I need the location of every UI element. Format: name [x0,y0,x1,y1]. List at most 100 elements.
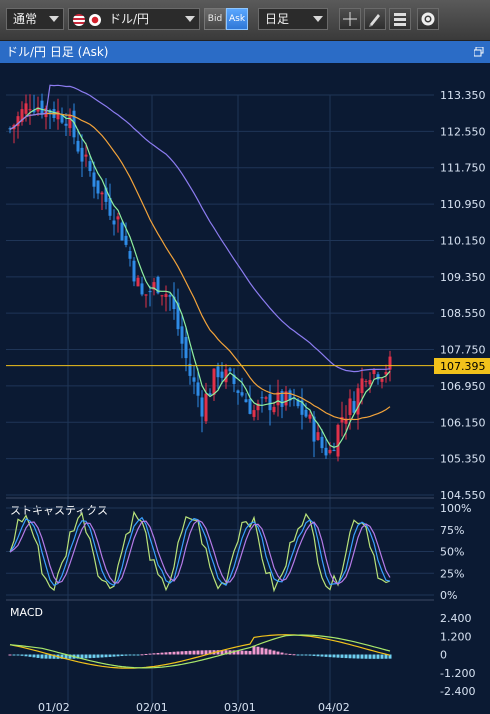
candle-body[interactable] [120,222,124,241]
candle-body[interactable] [324,447,328,456]
candle-body[interactable] [332,450,336,452]
candle-body[interactable] [360,378,364,394]
candle-body[interactable] [48,110,52,115]
candle-body[interactable] [36,107,40,112]
candle-body[interactable] [176,302,180,330]
bid-button[interactable]: Bid [204,8,226,30]
candle-body[interactable] [284,391,288,406]
candle-body[interactable] [316,432,320,441]
candle-body[interactable] [216,366,220,378]
candle-body[interactable] [276,392,280,406]
candle-body[interactable] [156,276,160,294]
candle-body[interactable] [136,277,140,287]
candle-body[interactable] [132,260,136,282]
candle-body[interactable] [268,394,272,411]
candle-body[interactable] [72,110,76,138]
candle-body[interactable] [204,393,208,422]
candle-body[interactable] [264,397,268,399]
candle-body[interactable] [340,416,344,423]
candle-body[interactable] [352,401,356,413]
candle-body[interactable] [88,161,92,172]
window-restore-icon[interactable] [474,47,484,57]
candle-body[interactable] [64,123,68,126]
candle-body[interactable] [112,220,116,225]
candle-body[interactable] [252,410,256,417]
candle-body[interactable] [32,109,36,113]
candle-body[interactable] [160,295,164,297]
candle-body[interactable] [296,399,300,407]
candle-body[interactable] [224,369,228,383]
candle-body[interactable] [220,371,224,378]
candle-body[interactable] [344,418,348,424]
candle-body[interactable] [40,100,44,115]
candle-body[interactable] [240,392,244,396]
candle-body[interactable] [76,140,80,152]
candle-body[interactable] [180,326,184,344]
candle-body[interactable] [20,109,24,122]
candle-body[interactable] [116,216,120,220]
candle-body[interactable] [328,449,332,454]
candle-body[interactable] [28,109,32,111]
candle-body[interactable] [288,390,292,401]
candle-body[interactable] [60,114,64,123]
chart-mode-select[interactable]: 通常 [6,8,64,30]
candle-body[interactable] [148,291,152,293]
candle-body[interactable] [96,180,100,194]
candle-body[interactable] [336,424,340,457]
candle-body[interactable] [92,172,96,187]
crosshair-button[interactable] [339,8,361,30]
candle-body[interactable] [388,356,392,370]
candle-body[interactable] [300,400,304,415]
candle-body[interactable] [248,399,252,414]
candle-body[interactable] [376,374,380,380]
candle-body[interactable] [244,399,248,403]
candle-body[interactable] [168,295,172,297]
settings-button[interactable] [417,8,439,30]
draw-tool-button[interactable] [364,8,386,30]
candle-body[interactable] [312,416,316,442]
candle-body[interactable] [196,382,200,396]
candle-body[interactable] [356,388,360,415]
candle-body[interactable] [24,103,28,114]
candle-body[interactable] [108,197,112,216]
ask-button[interactable]: Ask [226,8,248,30]
candle-body[interactable] [192,377,196,382]
candle-body[interactable] [80,147,84,162]
candle-body[interactable] [104,187,108,202]
timeframe-select[interactable]: 日足 [258,8,328,30]
candle-body[interactable] [84,154,88,157]
candle-body[interactable] [184,337,188,359]
candle-body[interactable] [236,390,240,393]
candle-body[interactable] [256,403,260,411]
candle-body[interactable] [140,283,144,295]
candle-body[interactable] [212,368,216,395]
candle-body[interactable] [68,115,72,129]
candle-body[interactable] [348,398,352,416]
candle-body[interactable] [260,397,264,399]
candle-body[interactable] [144,294,148,296]
candle-body[interactable] [152,282,156,290]
candle-body[interactable] [164,294,168,297]
candle-body[interactable] [200,397,204,417]
candle-body[interactable] [320,436,324,449]
candle-body[interactable] [364,381,368,383]
macd-panel[interactable] [8,634,392,669]
candle-body[interactable] [228,368,232,372]
candle-body[interactable] [188,363,192,376]
stochastics-panel[interactable] [6,507,434,596]
candle-body[interactable] [272,406,276,413]
candle-body[interactable] [384,371,388,375]
candle-body[interactable] [172,296,176,310]
candle-body[interactable] [372,369,376,375]
candle-body[interactable] [128,251,132,259]
candle-body[interactable] [368,380,372,385]
candle-body[interactable] [100,192,104,195]
candle-body[interactable] [16,116,20,127]
candle-body[interactable] [232,374,236,384]
candle-body[interactable] [380,378,384,382]
candle-body[interactable] [304,409,308,417]
candle-body[interactable] [308,414,312,419]
chart-area[interactable]: 113.350 112.550 111.750 110.950 110.150 109.3… [0,63,490,714]
candle-body[interactable] [208,393,212,395]
candle-body[interactable] [124,235,128,245]
